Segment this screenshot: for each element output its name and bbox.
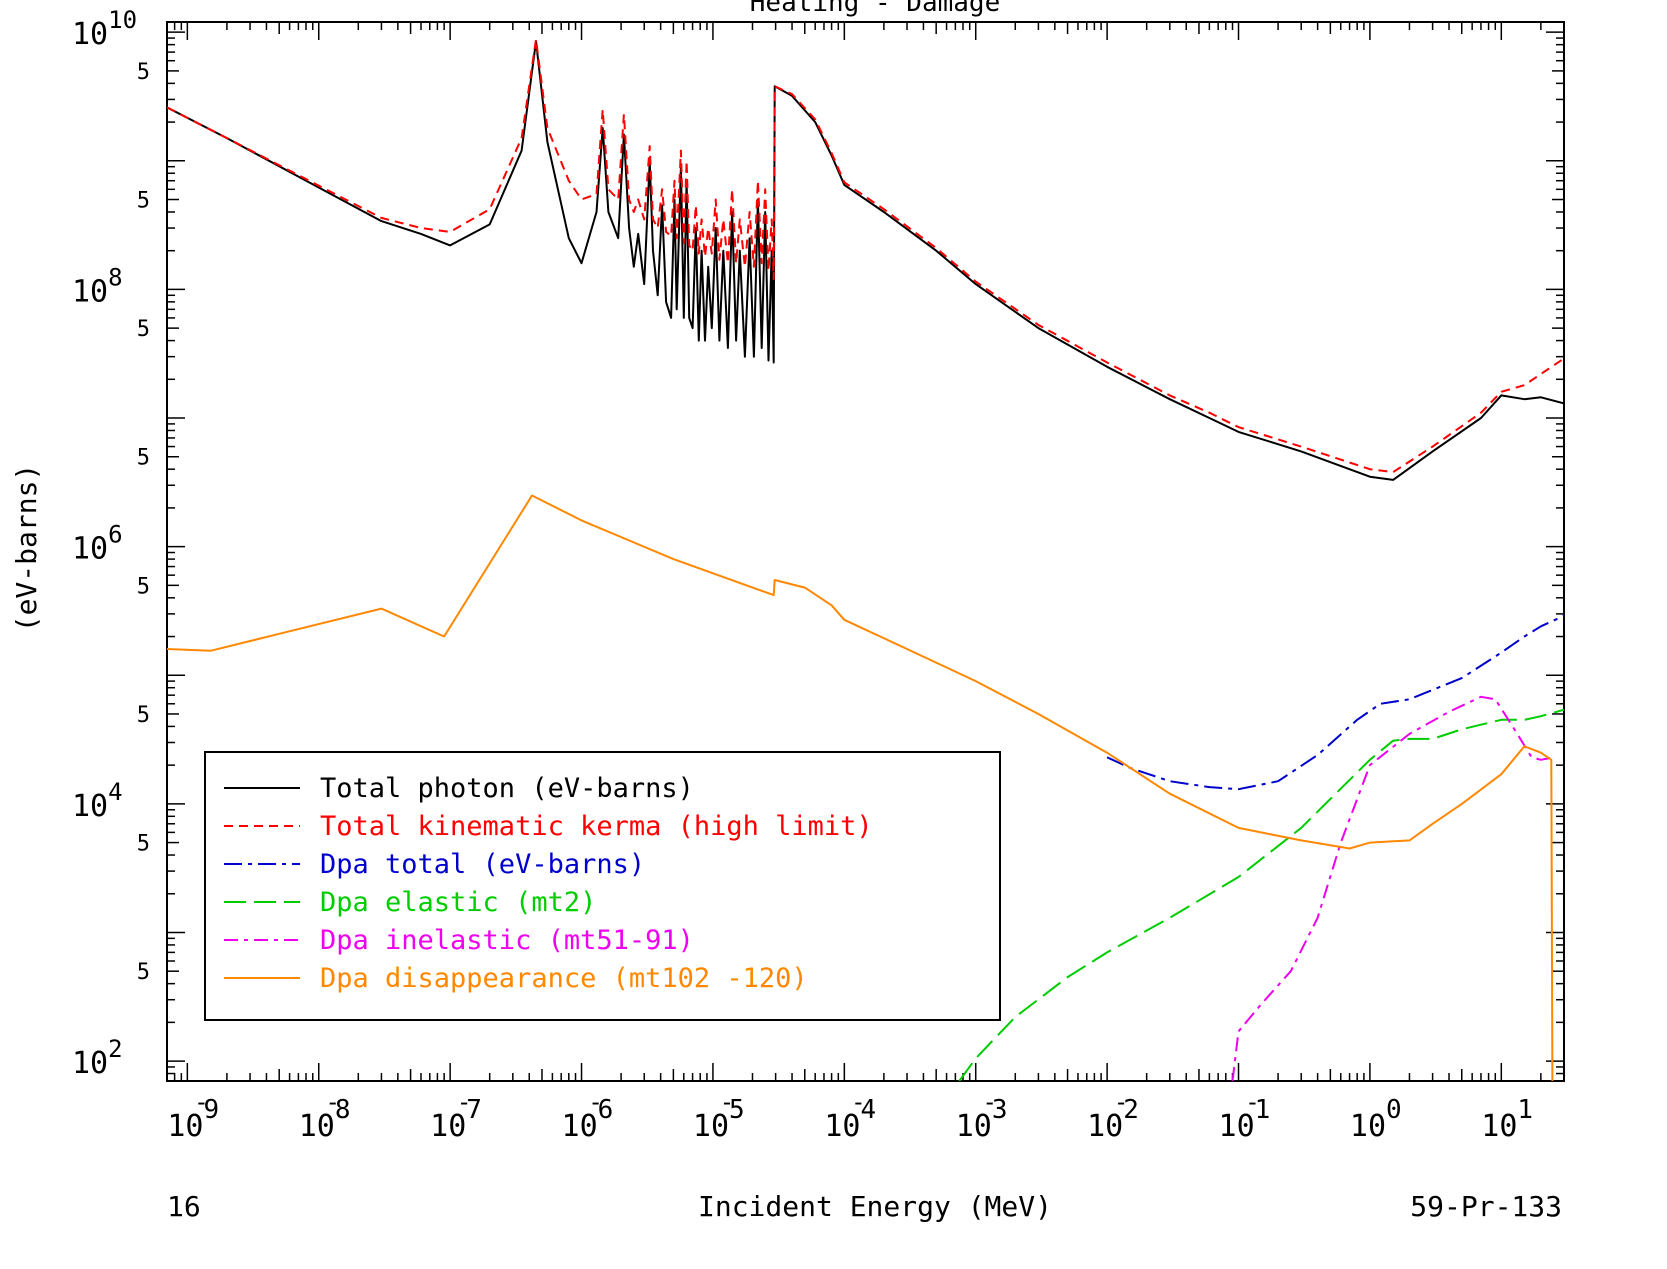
x-tick-label: 101 [1481,1095,1533,1144]
axis-ticks [166,22,1565,1082]
legend-label: Dpa elastic (mt2) [320,887,596,918]
x-tick-minus: - [720,1088,734,1116]
x-tick-minus: - [1245,1088,1259,1116]
legend-label: Total kinematic kerma (high limit) [320,811,873,842]
legend-label: Total photon (eV-barns) [320,773,694,804]
legend: Total photon (eV-barns) Total kinematic k… [204,751,1001,1021]
x-tick-label: 100 [1350,1095,1402,1144]
x-tick-minus: - [982,1088,996,1116]
y-tick-label: 106 [72,521,123,567]
plot-frame [166,21,1565,1082]
y-tick-label: 104 [72,778,123,824]
y-minor-tick-label: 5 [137,189,150,214]
x-tick-minus: - [457,1088,471,1116]
series-line [958,708,1564,1081]
y-minor-tick-label: 5 [137,446,150,471]
x-tick-minus: - [588,1088,602,1116]
y-minor-tick-label: 5 [137,317,150,342]
y-tick-label: 1010 [72,6,137,52]
y-tick-label: 108 [72,263,123,309]
legend-label: Dpa total (eV-barns) [320,849,645,880]
y-minor-tick-label: 5 [137,832,150,857]
footer-left-label: 16 [167,1190,201,1223]
series-line [1231,695,1554,1081]
y-tick-labels: 1010 108 106 104 102 5 5 5 5 5 5 5 5 [72,6,150,1081]
x-tick-minus: - [194,1088,208,1116]
y-minor-tick-label: 5 [137,574,150,599]
series-line [167,494,1554,1081]
legend-label: Dpa inelastic (mt51-91) [320,925,694,956]
y-minor-tick-label: 5 [137,960,150,985]
series-line [1106,614,1564,791]
footer-right-label: 59-Pr-133 [1410,1190,1562,1223]
y-minor-tick-label: 5 [137,703,150,728]
series-line [167,38,1564,474]
x-tick-minus: - [1114,1088,1128,1116]
x-tick-minus: - [326,1088,340,1116]
legend-box [204,751,1001,1021]
y-tick-label: 102 [72,1035,123,1081]
plot-series [167,38,1564,1081]
series-line [167,40,1564,481]
x-tick-minus: - [851,1088,865,1116]
x-tick-labels: 109-108-107-106-105-104-103-102-101-100 1… [167,1088,1533,1144]
legend-label: Dpa disappearance (mt102 -120) [320,963,808,994]
y-minor-tick-label: 5 [137,60,150,85]
chart-title: Heating - Damage [750,0,1000,18]
x-axis-label: Incident Energy (MeV) [698,1190,1052,1223]
y-axis-label: (eV-barns) [10,464,43,633]
